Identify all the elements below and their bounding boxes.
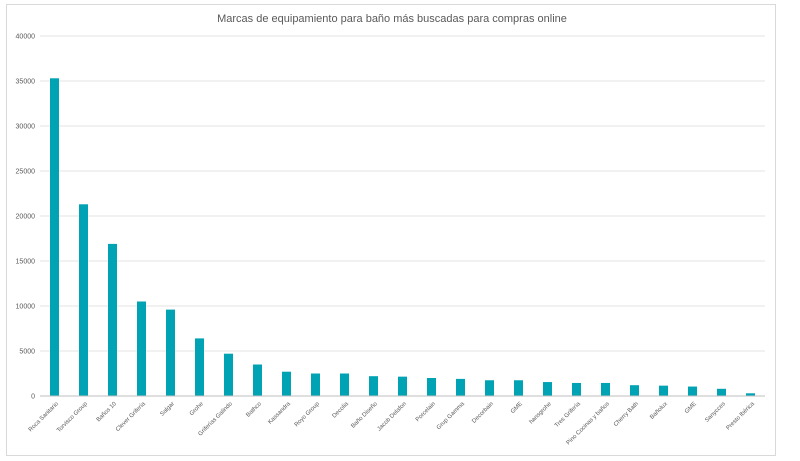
x-tick-label: Royo Group [294, 401, 322, 429]
bar [224, 353, 233, 396]
x-tick-label: Decorbain [471, 401, 495, 425]
x-tick-label: Roca Sanitario [28, 401, 61, 434]
bar [137, 301, 146, 396]
bar [398, 376, 407, 396]
x-tick-label: GME [684, 401, 698, 415]
x-tick-label: Bañolux [649, 401, 669, 421]
x-tick-label: Porcelain [415, 401, 437, 423]
x-tick-label: Bathco [245, 401, 263, 419]
bar [543, 382, 552, 396]
y-tick-label: 20000 [16, 214, 36, 221]
y-tick-label: 5000 [19, 349, 35, 356]
bar [717, 388, 726, 396]
x-tick-label: Sanycces [704, 401, 727, 424]
y-tick-label: 35000 [16, 79, 36, 86]
y-tick-label: 40000 [16, 34, 36, 41]
bar [572, 382, 581, 396]
y-tick-label: 25000 [16, 169, 36, 176]
x-tick-label: Cherry Bath [613, 401, 640, 428]
y-tick-label: 10000 [16, 304, 36, 311]
x-tick-label: Jacob Delafon [377, 401, 408, 432]
bar [485, 380, 494, 396]
x-tick-label: Salgar [159, 401, 176, 418]
bar [253, 364, 262, 396]
x-tick-label: Torvisco Group [56, 401, 89, 434]
bar [340, 373, 349, 396]
y-tick-label: 30000 [16, 124, 36, 131]
x-tick-label: Decolia [332, 401, 351, 420]
bar [79, 204, 88, 396]
x-tick-label: Clever Grifería [115, 401, 147, 433]
bar [746, 393, 755, 396]
chart-title: Marcas de equipamiento para baño más bus… [217, 13, 567, 25]
x-tick-label: GME [510, 401, 524, 415]
y-tick-label: 15000 [16, 259, 36, 266]
bar [427, 378, 436, 396]
bar [369, 376, 378, 396]
bar [166, 309, 175, 396]
bar [195, 338, 204, 396]
bar [688, 386, 697, 396]
bar [311, 373, 320, 396]
bar [601, 382, 610, 396]
bar [108, 243, 117, 396]
chart-frame [6, 4, 776, 456]
x-tick-label: Tres Grifería [554, 401, 582, 429]
bars [50, 78, 755, 397]
y-tick-label: 0 [31, 394, 35, 401]
gridlines [40, 35, 765, 397]
bar [630, 385, 639, 396]
x-tick-label: Baño Diseño [350, 401, 379, 430]
y-axis-labels: 0 5000 10000 15000 20000 25000 30000 35000 40000 [16, 34, 36, 401]
bar [514, 380, 523, 396]
bar [282, 371, 291, 396]
x-tick-label: Grup Gamma [436, 401, 466, 431]
x-tick-label: Grohe [189, 401, 206, 418]
x-tick-label: Presto Ibérica [725, 401, 756, 432]
x-tick-label: hansgrohe [529, 401, 554, 426]
bar [456, 378, 465, 396]
x-tick-label: Baños 10 [96, 401, 119, 424]
bar [659, 385, 668, 396]
bar [50, 78, 59, 397]
x-tick-label: Kassandra [267, 401, 292, 426]
